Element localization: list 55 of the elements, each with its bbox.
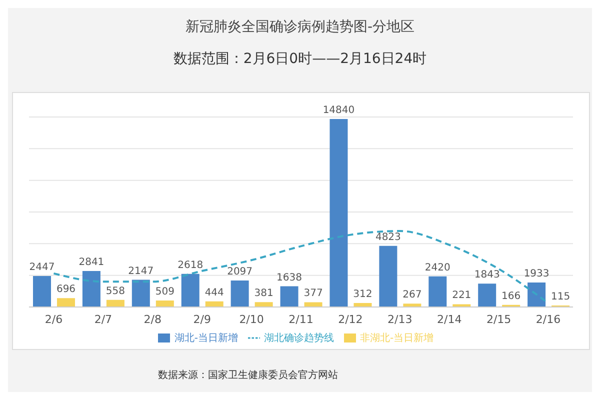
x-tick-label: 2/16: [536, 312, 561, 326]
data-label: 2618: [178, 260, 204, 271]
data-label: 377: [304, 288, 323, 300]
x-tick-label: 2/11: [288, 312, 314, 326]
data-label: 1843: [474, 270, 500, 281]
data-label: 221: [452, 290, 472, 302]
bar: [33, 276, 51, 307]
data-label: 2147: [128, 266, 154, 277]
source-note: 数据来源：国家卫生健康委员会官方网站: [158, 368, 338, 382]
bar: [528, 282, 546, 307]
data-label: 696: [56, 284, 76, 296]
data-label: 115: [551, 292, 570, 303]
x-tick-label: 2/9: [193, 312, 211, 326]
legend-label: 非湖北-当日新增: [360, 333, 434, 344]
bar: [280, 286, 298, 307]
bar: [330, 119, 348, 307]
x-tick-label: 2/15: [486, 312, 512, 326]
data-label: 2841: [78, 257, 104, 268]
bar: [379, 246, 398, 307]
data-label: 14840: [322, 105, 355, 116]
bar: [82, 271, 100, 307]
x-tick-label: 2/13: [388, 312, 412, 326]
data-label: 4823: [375, 232, 401, 243]
data-label: 267: [402, 290, 422, 301]
bar: [57, 298, 75, 307]
data-label: 2420: [424, 262, 450, 274]
bar: [106, 300, 124, 307]
data-label: 558: [106, 286, 125, 297]
data-label: 312: [353, 289, 372, 300]
bar: [428, 276, 447, 307]
data-label: 166: [502, 290, 521, 302]
chart-subtitle: 数据范围：2月6日0时——2月16日24时: [172, 50, 428, 68]
data-label: 509: [155, 286, 174, 298]
data-label: 2447: [29, 262, 55, 274]
bar: [254, 302, 273, 307]
bar: [132, 280, 150, 307]
x-tick-label: 2/6: [44, 312, 63, 326]
x-tick-label: 2/8: [144, 312, 162, 326]
legend-label: 湖北确诊趋势线: [264, 333, 334, 344]
x-tick-label: 2/10: [239, 312, 264, 326]
bar: [478, 284, 496, 307]
data-label: 1933: [524, 268, 550, 280]
chart-title: 新冠肺炎全国确诊病例趋势图-分地区: [184, 18, 416, 36]
x-tick-label: 2/7: [94, 312, 112, 326]
bar: [181, 274, 200, 307]
data-label: 381: [254, 288, 274, 300]
x-tick-label: 2/14: [437, 312, 462, 326]
data-label: 444: [204, 287, 224, 298]
bar: [156, 300, 174, 307]
bar: [304, 302, 322, 307]
data-label: 1638: [276, 272, 302, 284]
data-label: 2097: [227, 266, 253, 278]
legend-label: 湖北-当日新增: [174, 333, 238, 344]
x-tick-label: 2/12: [338, 312, 363, 326]
bar: [230, 280, 249, 307]
